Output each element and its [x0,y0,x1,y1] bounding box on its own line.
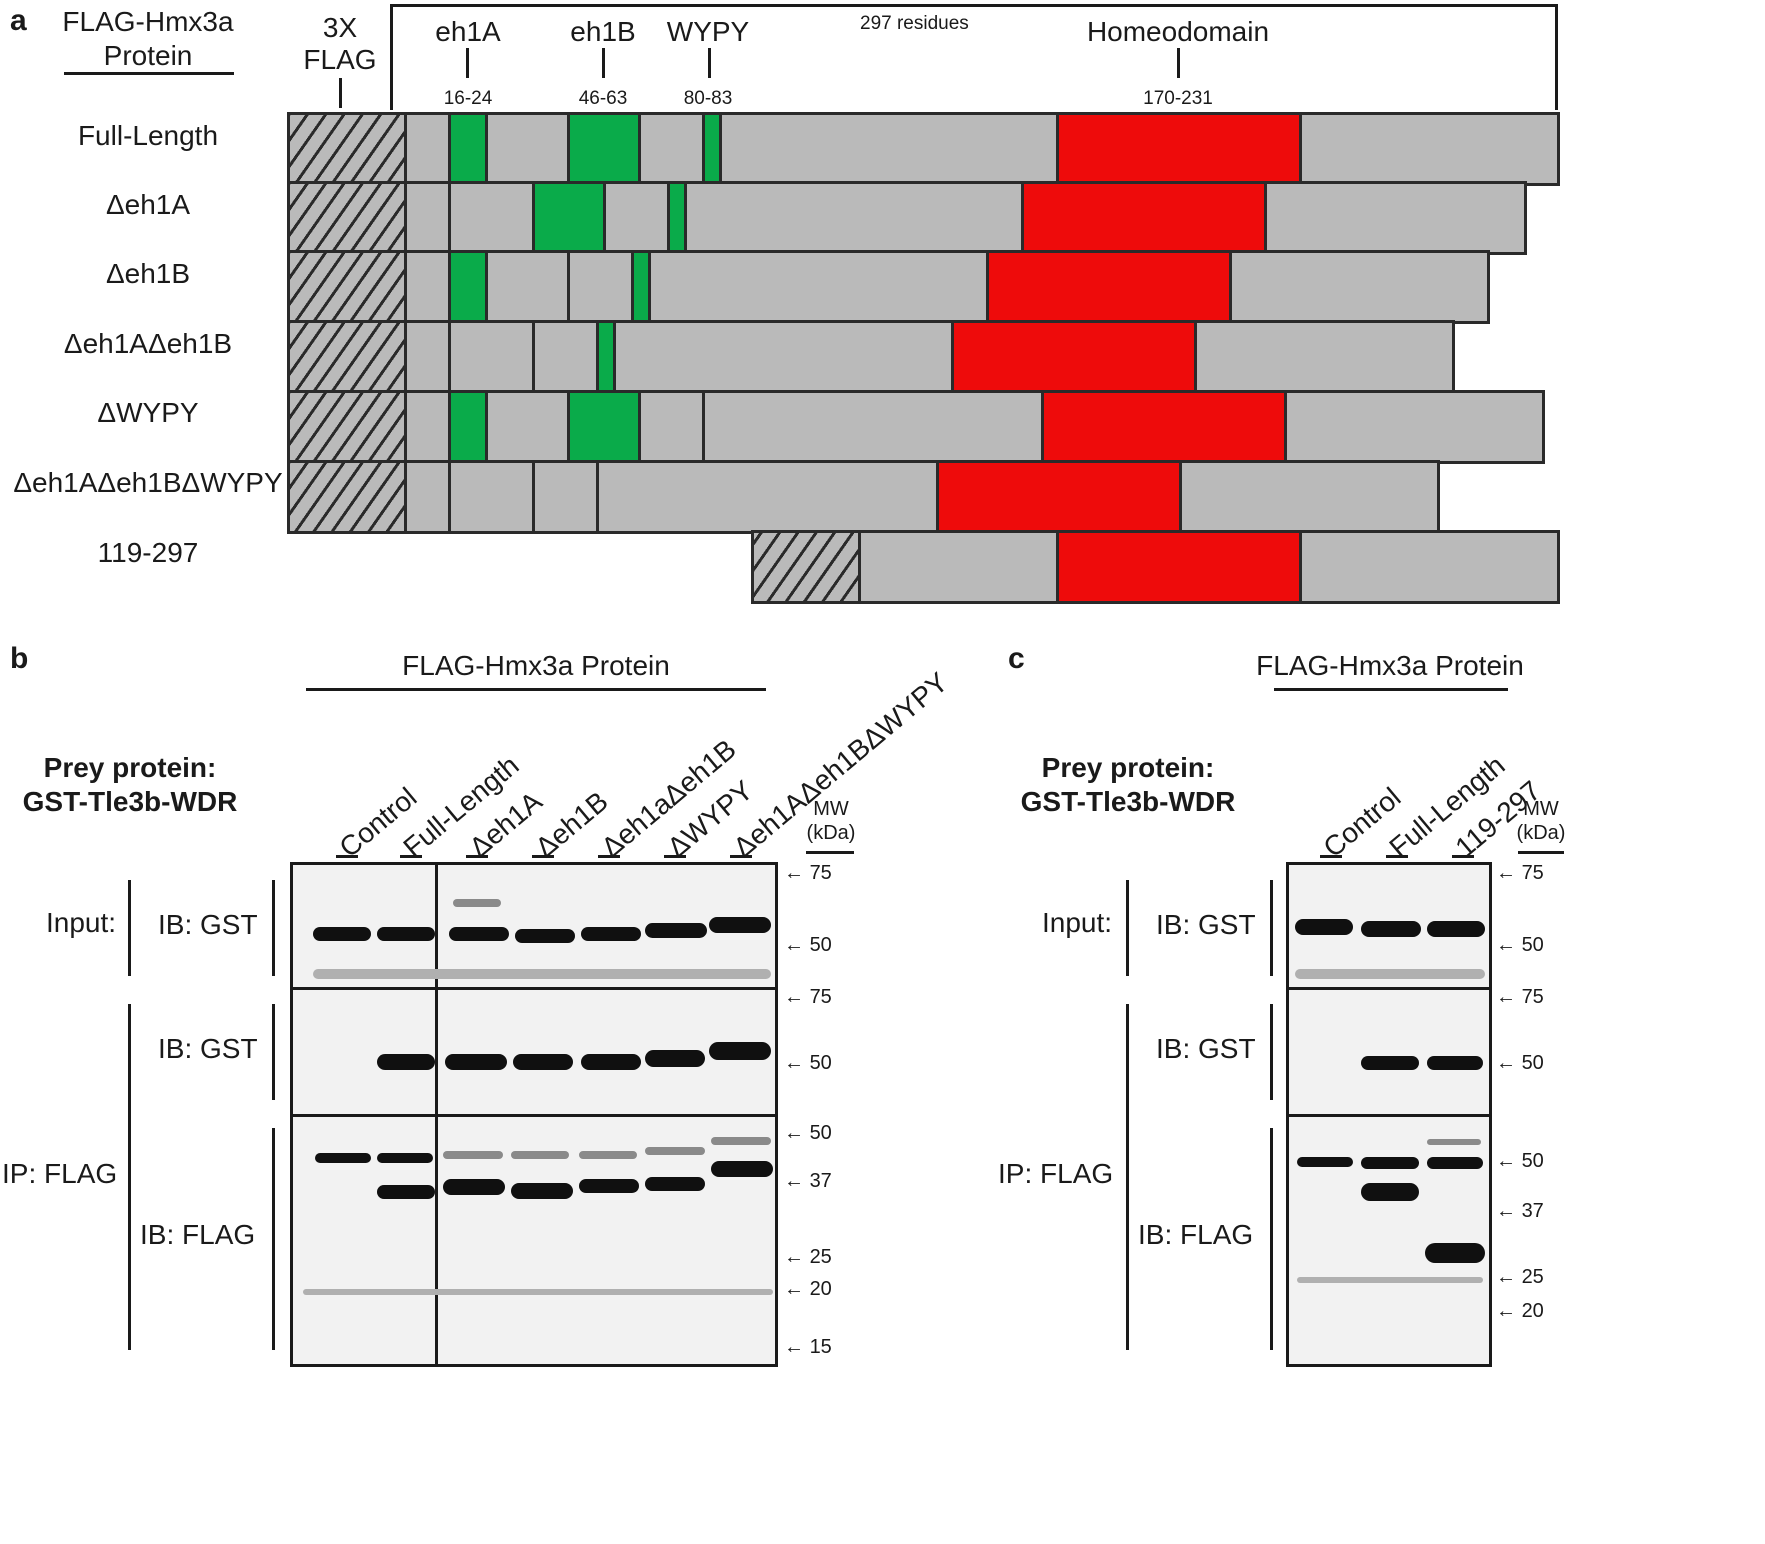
construct-bar-deh1b [287,250,1490,324]
panel-b-blot-ip-gst [290,987,778,1117]
panel-b-marker-20: ← 20 [784,1278,832,1300]
construct-bar-full-length [287,112,1560,186]
panel-c-blot-ip-flag [1286,1114,1492,1367]
panel-b-ib-flag-ip: IB: FLAG [140,1219,256,1250]
panel-b-marker-50a: ← 50 [784,934,832,956]
panel-b-marker-37: ← 37 [784,1170,832,1192]
domain-wypy-range: 80-83 [683,88,733,109]
panel-c-marker-50b: ← 50 [1496,1052,1544,1074]
panel-c-prey-line2: GST-Tle3b-WDR [1020,786,1236,817]
panel-c-marker-20: ← 20 [1496,1300,1544,1322]
panel-b-marker-75a: ← 75 [784,862,832,884]
panel-b-header-underline [306,688,766,691]
construct-bar-deh1a-deh1b-dwypy [287,460,1440,534]
panel-c-blot-ip-gst [1286,987,1492,1117]
row-label-deh1a-deh1b-dwypy: Δeh1AΔeh1BΔWYPY [13,467,283,498]
domain-eh1b-tick [602,48,605,78]
panel-c-ib-gst-ip: IB: GST [1156,1033,1256,1064]
panel-b-mw-line1: MW [813,798,849,820]
panel-c-blot-input-gst [1286,862,1492,990]
flag-tag-region [290,115,407,183]
panel-b-ib-gst-ip: IB: GST [158,1033,258,1064]
panel-b-prey-line1: Prey protein: [43,752,217,783]
construct-bar-deh1a [287,181,1527,255]
panel-a-title-line2: Protein [103,40,193,71]
panel-b-blot-input-gst [290,862,778,990]
panel-c-marker-50c: ← 50 [1496,1150,1544,1172]
panel-b-prey-line2: GST-Tle3b-WDR [22,786,238,817]
panel-c-marker-25: ← 25 [1496,1266,1544,1288]
panel-b-mw-line2: (kDa) [806,822,856,844]
panel-b-ip-label: IP: FLAG [2,1158,118,1189]
row-label-119-297: 119-297 [97,537,199,568]
panel-c-marker-75a: ← 75 [1496,862,1544,884]
panel-c-header-underline [1274,688,1508,691]
panel-c-mw-line2: (kDa) [1516,822,1566,844]
row-label-deh1a-deh1b: Δeh1AΔeh1B [63,328,233,359]
panel-b-ib-gst-input: IB: GST [158,909,258,940]
domain-homeodomain-label: Homeodomain [1086,16,1270,47]
construct-bar-119-297 [751,530,1560,604]
domain-wypy-label: WYPY [666,16,750,47]
panel-b-marker-50b: ← 50 [784,1052,832,1074]
panel-c-ib-flag-ip: IB: FLAG [1138,1219,1254,1250]
residues-label: 297 residues [860,13,969,34]
row-label-full-length: Full-Length [77,120,219,151]
domain-eh1b-range: 46-63 [578,88,628,109]
panel-b-header: FLAG-Hmx3a Protein [402,650,670,681]
construct-bar-dwypy [287,390,1545,464]
row-label-deh1a: Δeh1A [105,189,191,220]
panel-c-marker-50a: ← 50 [1496,934,1544,956]
panel-b-letter: b [10,642,29,675]
flag-label-line1: 3X [322,12,358,43]
panel-b-marker-25: ← 25 [784,1246,832,1268]
panel-b-marker-50c: ← 50 [784,1122,832,1144]
panel-a-title-line1: FLAG-Hmx3a [62,6,234,37]
domain-wypy-tick [708,48,711,78]
panel-c-mw-line1: MW [1523,798,1559,820]
residue-bracket-left [390,4,393,110]
residue-bracket-right [1555,4,1558,110]
panel-c-ip-label: IP: FLAG [998,1158,1114,1189]
panel-b-marker-15: ← 15 [784,1336,832,1358]
construct-bar-deh1a-deh1b [287,320,1455,394]
panel-c-letter: c [1008,642,1025,675]
panel-a-title-underline [64,72,234,75]
panel-b-blot-ip-flag [290,1114,778,1367]
domain-eh1b-label: eh1B [570,16,636,47]
panel-c-prey-line1: Prey protein: [1041,752,1215,783]
domain-homeodomain-range: 170-231 [1143,88,1213,109]
panel-b-input-label: Input: [46,907,117,938]
panel-c-ib-gst-input: IB: GST [1156,909,1256,940]
residue-bracket-top [390,4,1558,7]
panel-c-input-label: Input: [1042,907,1113,938]
flag-label-line2: FLAG [303,44,377,75]
panel-a-letter: a [10,4,27,37]
panel-c-marker-75b: ← 75 [1496,986,1544,1008]
domain-eh1a-tick [466,48,469,78]
panel-b-lane-deh1b: Δeh1B [529,785,614,864]
panel-c-marker-37: ← 37 [1496,1200,1544,1222]
domain-eh1a-range: 16-24 [443,88,493,109]
flag-label-tick [339,78,342,108]
row-label-deh1b: Δeh1B [105,258,191,289]
row-label-dwypy: ΔWYPY [97,397,199,428]
domain-eh1a-label: eh1A [435,16,501,47]
panel-b-marker-75b: ← 75 [784,986,832,1008]
panel-c-header: FLAG-Hmx3a Protein [1256,650,1524,681]
domain-homeodomain-tick [1177,48,1180,78]
